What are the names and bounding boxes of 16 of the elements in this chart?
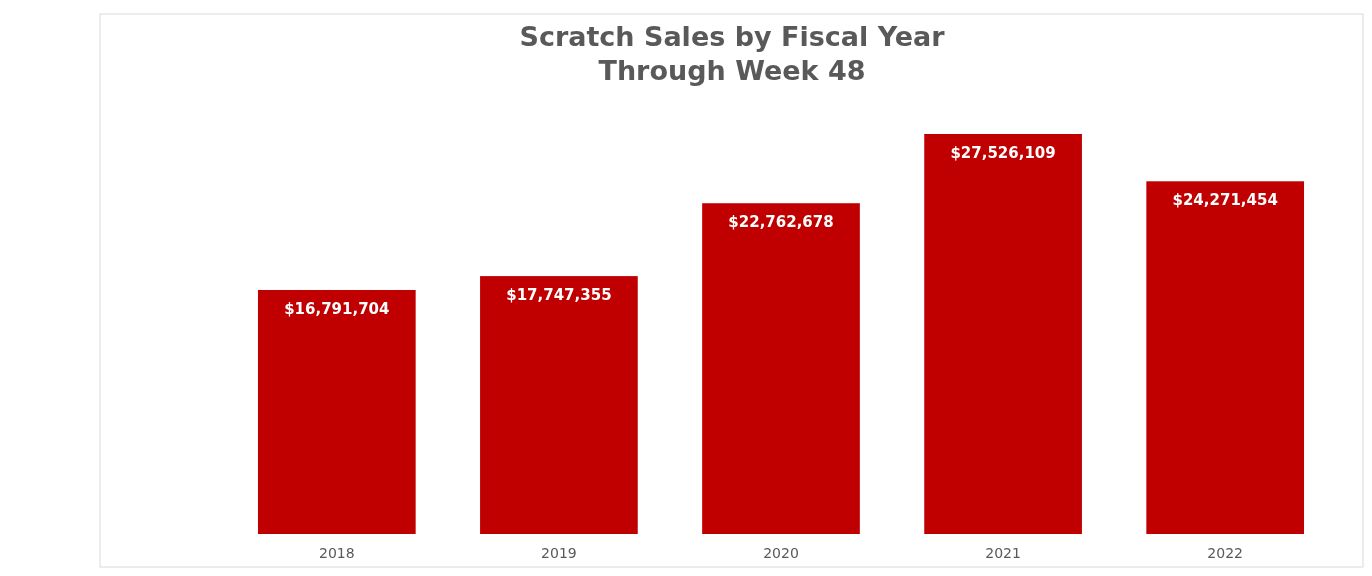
x-tick-label: 2021	[985, 545, 1021, 561]
bar	[257, 289, 416, 534]
data-label: $27,526,109	[950, 144, 1056, 162]
data-label: $16,791,704	[284, 299, 390, 318]
x-tick-label: 2022	[1207, 545, 1243, 561]
x-tick-label: 2018	[319, 545, 355, 561]
bar	[1146, 181, 1305, 534]
data-label: $24,271,454	[1172, 191, 1278, 210]
bar	[924, 134, 1082, 534]
data-label: $17,747,355	[506, 286, 612, 305]
x-tick-label: 2019	[541, 545, 577, 561]
x-tick-label: 2020	[763, 545, 799, 561]
data-label: $22,762,678	[728, 213, 834, 232]
bar	[702, 203, 860, 534]
bar	[480, 276, 638, 534]
chart-title: Scratch Sales by Fiscal Year Through Week 48	[519, 21, 946, 86]
